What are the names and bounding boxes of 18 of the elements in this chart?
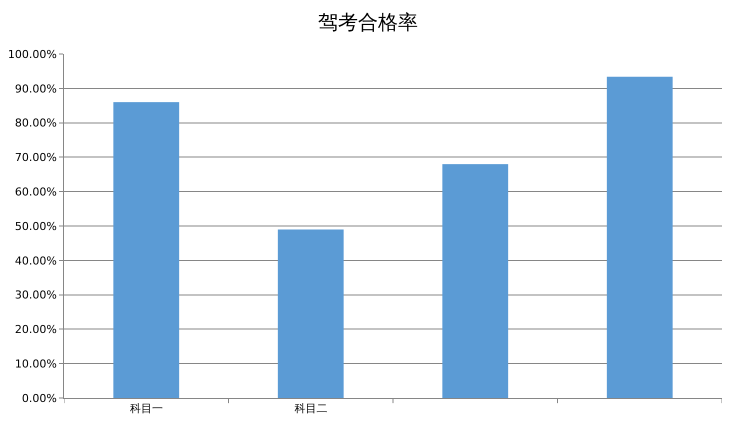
y-tick-label: 70.00%	[14, 151, 57, 164]
y-tick-label: 30.00%	[14, 288, 57, 302]
bar	[606, 76, 673, 398]
bar	[113, 102, 180, 398]
x-tick-label: 科目一	[130, 402, 163, 416]
y-tick-label: 60.00%	[14, 185, 57, 198]
y-tick-label: 20.00%	[14, 323, 57, 336]
x-tick-label: 科目二	[294, 402, 328, 416]
y-tick-label: 50.00%	[14, 220, 57, 233]
chart-title: 驾考合格率	[318, 10, 418, 34]
y-tick-label: 10.00%	[14, 357, 57, 370]
bar	[278, 229, 344, 398]
y-tick-label: 40.00%	[14, 254, 57, 268]
y-tick-label: 80.00%	[14, 116, 57, 130]
y-tick-label: 100.00%	[8, 48, 57, 61]
bar	[442, 164, 508, 398]
y-tick-label: 0.00%	[22, 392, 57, 405]
y-tick-label: 90.00%	[14, 82, 57, 96]
